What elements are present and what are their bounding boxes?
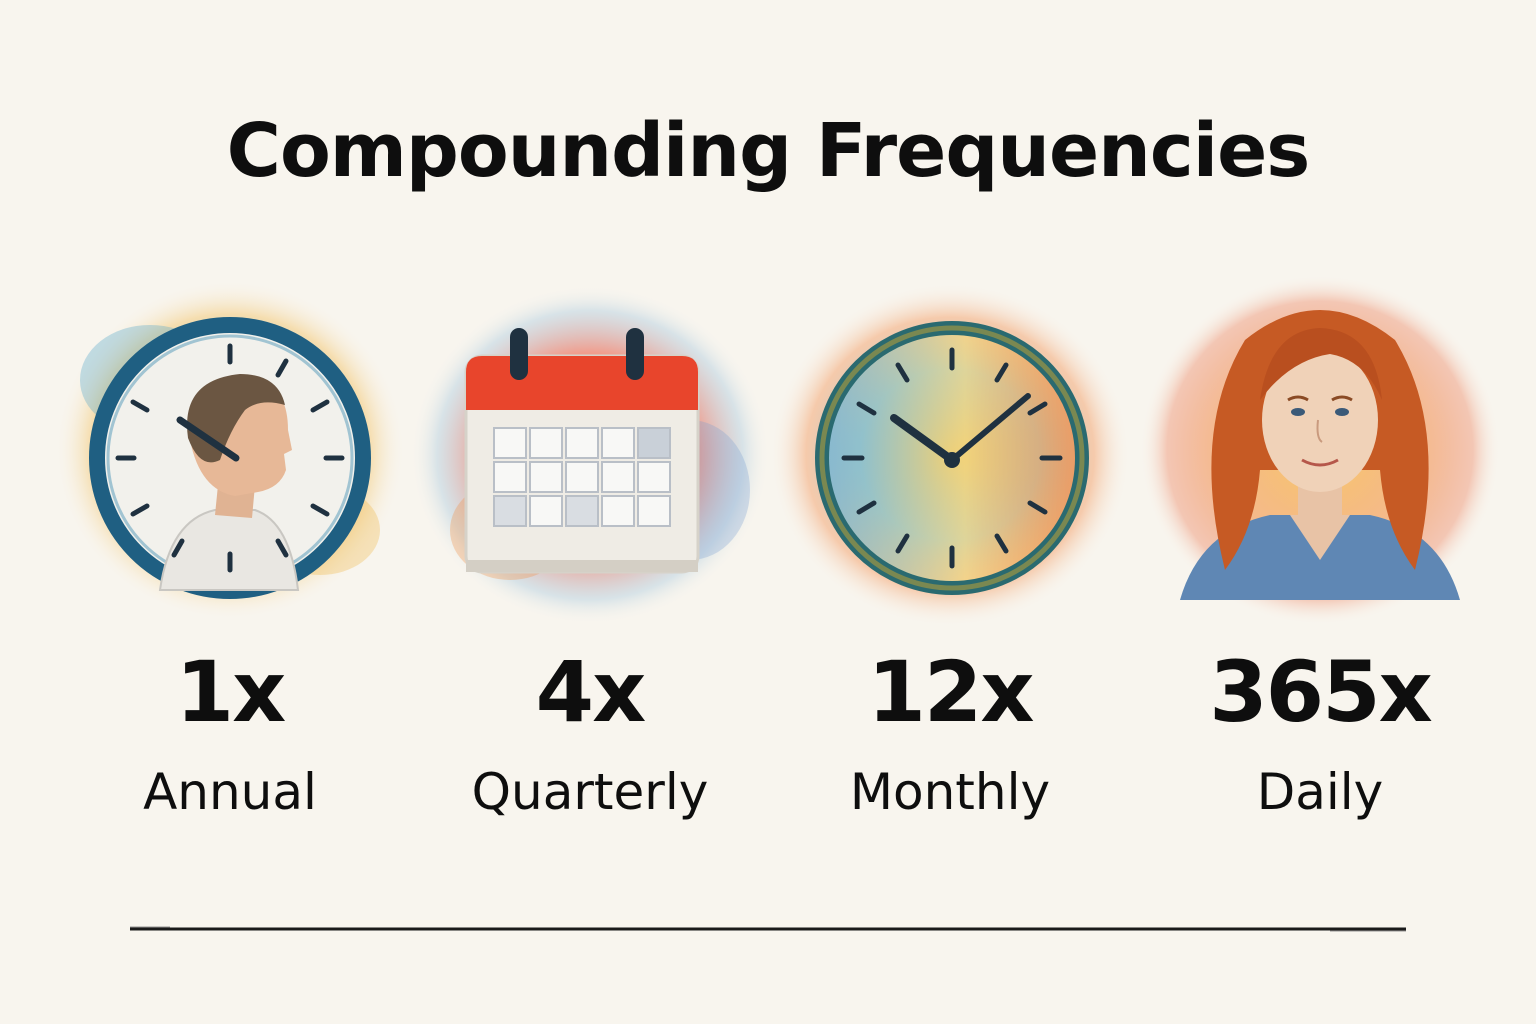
frequency-item-quarterly bbox=[400, 270, 780, 640]
label-monthly: Monthly bbox=[849, 763, 1051, 821]
calendar-icon bbox=[410, 285, 770, 625]
multiplier-daily: 365x bbox=[1209, 643, 1433, 741]
multiplier-monthly: 12x bbox=[867, 643, 1034, 741]
frequency-item-monthly bbox=[760, 270, 1140, 640]
frequency-item-daily bbox=[1130, 270, 1510, 640]
label-daily: Daily bbox=[1256, 763, 1384, 821]
woman-portrait-icon bbox=[1140, 275, 1500, 625]
timeline-line bbox=[130, 926, 1406, 932]
clock-with-man-profile-icon bbox=[55, 280, 405, 620]
clock-icon bbox=[770, 283, 1130, 627]
page-title: Compounding Frequencies bbox=[226, 108, 1311, 194]
label-quarterly: Quarterly bbox=[471, 763, 709, 821]
frequency-item-annual bbox=[40, 270, 420, 640]
multiplier-annual: 1x bbox=[175, 643, 287, 741]
multiplier-quarterly: 4x bbox=[535, 643, 647, 741]
label-annual: Annual bbox=[143, 763, 317, 821]
